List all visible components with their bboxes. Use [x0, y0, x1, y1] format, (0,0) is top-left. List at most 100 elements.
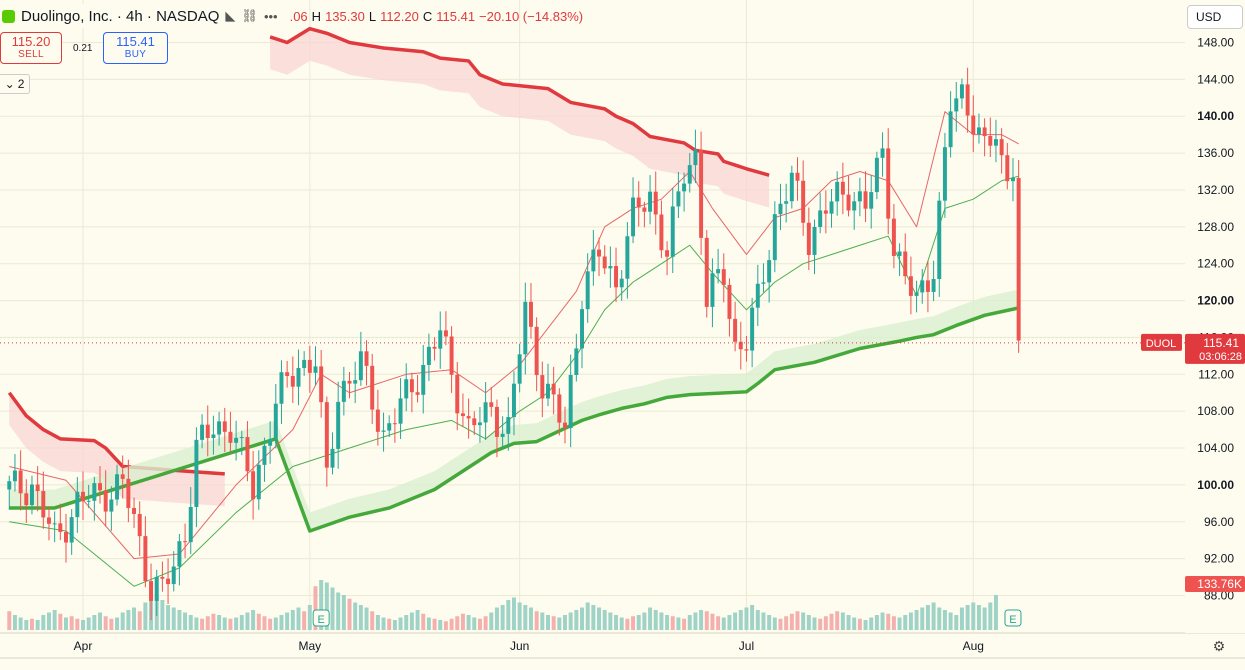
candle-body	[358, 351, 363, 381]
candle-body	[415, 392, 420, 395]
volume-bar	[273, 617, 278, 630]
volume-bar	[880, 612, 885, 630]
volume-bar	[857, 618, 862, 630]
last-price-label: 115.41	[1203, 336, 1239, 350]
candle-body	[409, 379, 414, 393]
volume-bar	[903, 615, 908, 630]
volume-bar	[699, 610, 704, 630]
volume-bar	[738, 610, 743, 630]
candle-body	[460, 413, 465, 417]
candle-body	[251, 471, 256, 500]
earnings-marker-label: E	[1009, 614, 1016, 626]
candle-body	[234, 437, 239, 443]
candle-body	[971, 115, 976, 135]
candlestick-series	[7, 67, 1021, 621]
candle-body	[648, 191, 653, 212]
price-axis[interactable]: 148.00 144.00 140.00 136.00 132.00 128.00 124.…	[1141, 30, 1245, 633]
volume-bar	[103, 616, 108, 630]
volume-bar	[528, 607, 533, 630]
candle-body	[392, 423, 397, 425]
volume-bar	[546, 615, 550, 630]
candle-body	[999, 139, 1004, 156]
candle-body	[682, 183, 687, 192]
volume-bar	[869, 617, 874, 630]
volume-bar	[795, 611, 800, 630]
candle-body	[489, 402, 494, 407]
flag-icon[interactable]: ◣	[225, 8, 236, 23]
candle-body	[177, 541, 182, 567]
volume-bar	[846, 615, 851, 630]
volume-bar	[381, 617, 386, 630]
price-axis-tick: 148.00	[1197, 36, 1234, 50]
candle-body	[750, 307, 755, 351]
volume-bar	[676, 617, 681, 630]
candle-body	[115, 474, 120, 500]
volume-bar	[483, 616, 488, 630]
price-axis-tick: 132.00	[1197, 183, 1234, 197]
candle-body	[778, 203, 783, 215]
volume-bar	[455, 616, 460, 630]
candle-body	[551, 383, 556, 395]
volume-bar	[290, 610, 295, 630]
volume-bar	[319, 580, 324, 630]
price-axis-tick: 128.00	[1197, 220, 1234, 234]
price-axis-tick: 100.00	[1197, 478, 1234, 492]
volume-bar	[69, 616, 74, 630]
volume-bar	[211, 613, 216, 630]
settings-gear-icon[interactable]: ⚙	[1212, 638, 1226, 654]
currency-select[interactable]: USD	[1187, 5, 1243, 29]
volume-bar	[234, 617, 239, 630]
candle-body	[69, 517, 74, 543]
candle-body	[330, 448, 335, 468]
change-value: −20.10 (−14.83%)	[479, 8, 584, 24]
candle-body	[676, 191, 681, 207]
candle-body	[64, 531, 68, 543]
candle-body	[302, 359, 307, 368]
sell-button[interactable]: 115.20 SELL	[0, 32, 62, 64]
indicators-toggle[interactable]: ⌄ 2	[0, 74, 30, 94]
candle-body	[511, 383, 516, 418]
symbol-title[interactable]: Duolingo, Inc. · 4h · NASDAQ	[21, 7, 220, 25]
volume-bar	[245, 612, 250, 630]
candle-body	[143, 536, 148, 582]
volume-bar	[421, 613, 426, 630]
candle-body	[920, 280, 925, 293]
volume-bar	[98, 612, 102, 630]
link-icon[interactable]: ⛓	[241, 8, 258, 23]
volume-bar	[81, 620, 85, 630]
volume-bar	[285, 612, 290, 630]
candle-body	[699, 149, 704, 238]
candle-body	[619, 278, 624, 288]
volume-bar	[534, 611, 539, 630]
candle-body	[477, 422, 482, 426]
volume-bar	[852, 617, 857, 630]
volume-bar	[619, 617, 624, 630]
time-axis-label: Jun	[510, 639, 529, 653]
volume-bar	[489, 612, 494, 630]
volume-bar	[863, 620, 868, 630]
symbol-box[interactable]: Duolingo, Inc. · 4h · NASDAQ ◣ ⛓ •••	[0, 4, 286, 28]
volume-bar	[228, 618, 233, 630]
candle-body	[109, 499, 114, 512]
candle-body	[466, 416, 471, 419]
volume-bar	[398, 617, 403, 630]
candle-body	[273, 403, 278, 440]
candle-body	[687, 165, 692, 184]
candle-body	[449, 336, 454, 375]
candle-body	[903, 251, 908, 277]
volume-bar	[239, 615, 244, 630]
buy-button[interactable]: 115.41 BUY	[103, 32, 168, 64]
volume-bar	[648, 607, 653, 630]
candle-body	[931, 279, 936, 292]
volume-bar	[358, 605, 363, 630]
more-icon[interactable]: •••	[263, 8, 278, 24]
candle-body	[818, 210, 823, 227]
volume-bar	[614, 615, 619, 630]
volume-bar	[897, 617, 902, 630]
candle-body	[324, 402, 329, 468]
candle-body	[863, 191, 868, 209]
candle-body	[976, 127, 981, 135]
volume-bar	[580, 607, 584, 630]
